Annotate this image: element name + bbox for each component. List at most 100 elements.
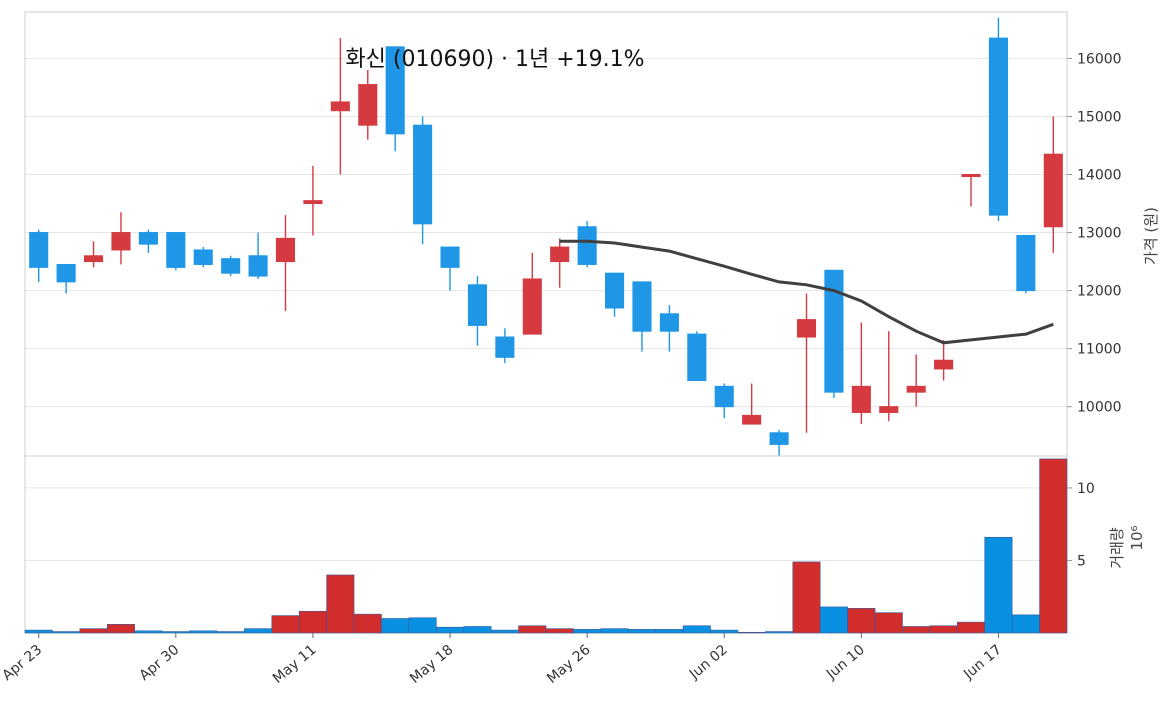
x-axis-ticks: Apr 23 Apr 30 May 11 May 18 May 26 Jun 02 Jun … [0,633,1005,687]
candle-body [961,174,981,178]
volume-tick-label: 10 [1077,481,1095,497]
candle [550,238,570,288]
candle [796,293,817,433]
candle [303,165,323,236]
candle [934,339,954,381]
volume-bar [573,629,602,634]
volume-bar [957,621,986,634]
candle-body [742,414,762,425]
candle [961,174,981,207]
candle [111,212,131,265]
volume-bar [902,626,931,634]
candle [906,354,926,407]
volume-bar [79,628,108,634]
volume-panel-frame [24,455,1068,634]
candle-body [138,232,158,245]
candle-body [687,333,707,382]
candle-body [1016,234,1036,292]
price-tick-label: 13000 [1077,226,1122,242]
candle [138,229,158,253]
candle-body [84,255,104,263]
candle [1016,234,1036,294]
candle-body [851,385,871,413]
volume-bar [408,617,437,634]
x-tick-label: Jun 10 [823,642,868,683]
candle [659,305,679,352]
volume-scale-label: 10⁶ [1128,525,1146,550]
candle-body [111,232,131,251]
candle-body [934,359,954,370]
volume-bar [518,625,547,634]
candle-body [632,281,652,332]
price-tick-label: 14000 [1077,168,1122,184]
candle [413,116,433,245]
candle [851,322,871,425]
volume-bar [765,631,794,634]
candle [714,383,734,419]
candle-body [550,246,570,263]
candle-body [358,84,378,126]
candle [605,272,625,317]
volume-bar [134,630,163,634]
volume-bar [627,629,656,634]
x-tick-label: Jun 17 [960,642,1005,683]
candle-body [906,385,926,393]
volume-bar [216,631,245,634]
candle-body [193,249,213,265]
volume-bar [929,625,958,634]
candle-body [1043,153,1063,228]
volume-bar [682,625,711,634]
candle-body [988,37,1008,216]
candle [687,331,707,382]
candle-body [824,269,844,393]
x-tick-label: May 26 [544,642,594,687]
candle-body [303,200,323,205]
price-y-tick-labels: 10000 11000 12000 13000 14000 15000 16000 [1067,51,1122,416]
candle [495,328,515,364]
x-tick-label: May 18 [407,642,457,687]
candle-body [714,385,734,408]
volume-bar [847,608,876,634]
candle [275,215,296,311]
price-gridlines [25,57,1067,408]
volume-bar [874,612,903,634]
candle [193,247,213,268]
candle-body [29,232,49,268]
moving-average-line [559,239,1054,345]
candle-body [659,313,679,332]
candle-body [796,319,817,338]
volume-bar [189,630,218,634]
candle-body [769,432,789,445]
volume-y-tick-labels: 5 10 [1067,481,1095,569]
volume-bar [24,629,53,634]
candle-body [879,406,899,413]
volume-bar [984,536,1013,634]
volume-bar [244,628,273,634]
volume-bar [436,626,465,634]
volume-bar [490,629,519,634]
volume-bar [161,631,190,634]
candle-body [385,46,405,135]
candle [879,331,899,422]
candle [358,70,378,140]
x-tick-label: Jun 02 [686,642,731,683]
candle-body [605,272,625,309]
candle-body [522,278,542,335]
volume-bar [1039,458,1068,634]
candle-body [467,284,487,326]
candle-body [577,226,597,265]
chart-title: 화신 (010690) · 1년 +19.1% [345,47,644,72]
volume-axis-label: 거래량 [1108,527,1126,569]
candle [522,252,542,335]
price-tick-label: 16000 [1077,51,1122,67]
volume-bar [326,574,355,634]
volume-bar [271,615,300,634]
volume-bar [710,629,739,634]
price-tick-label: 15000 [1077,109,1122,125]
price-axis-label: 가격 (원) [1142,207,1160,265]
candle [632,281,652,352]
volume-bar [545,628,574,634]
candle [84,241,104,268]
volume-bar [600,628,629,634]
volume-panel: 5 10 거래량 10⁶ [24,455,1146,634]
